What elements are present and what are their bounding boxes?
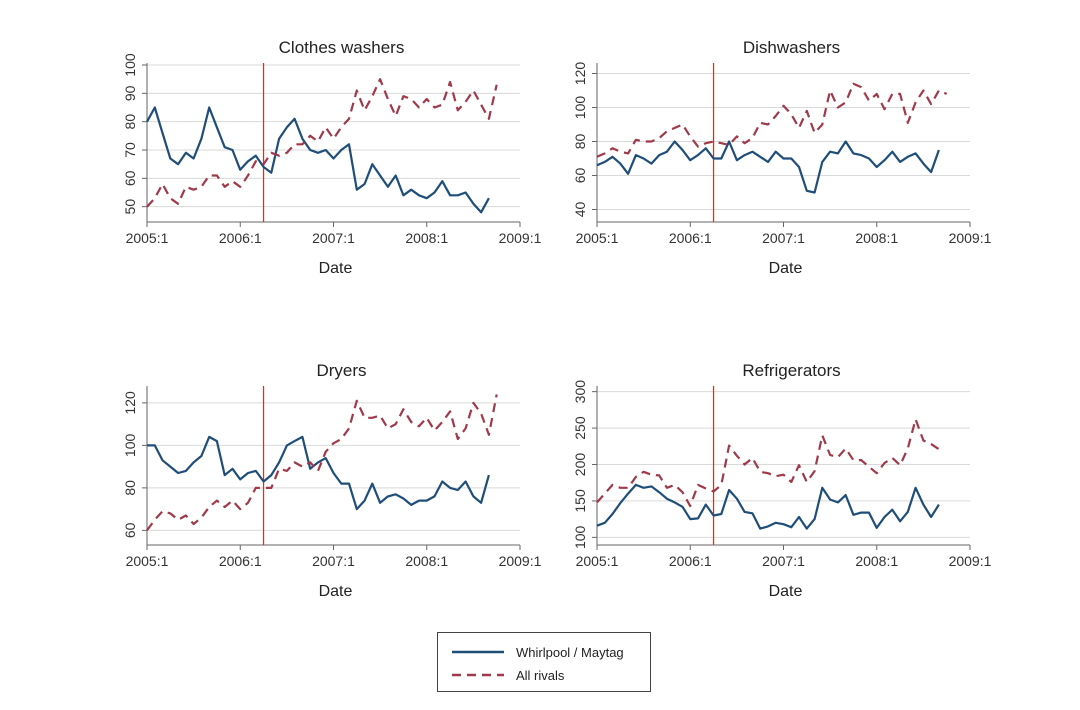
chart-title: Clothes washers: [279, 38, 405, 57]
x-tick-label: 2006:1: [669, 553, 712, 569]
x-axis-title: Date: [769, 260, 803, 277]
x-tick-label: 2006:1: [669, 230, 712, 246]
y-tick-label: 100: [572, 96, 588, 120]
x-tick-label: 2008:1: [855, 230, 898, 246]
y-tick-label: 60: [122, 522, 138, 538]
legend-swatch-dashed: [452, 673, 504, 677]
x-tick-label: 2009:1: [499, 230, 542, 246]
x-tick-label: 2006:1: [219, 230, 262, 246]
y-tick-label: 50: [122, 199, 138, 215]
x-tick-label: 2005:1: [126, 230, 169, 246]
series-line-all-rivals: [596, 82, 948, 158]
x-tick-label: 2007:1: [312, 230, 355, 246]
series-line-whirlpool-maytag: [147, 435, 490, 511]
x-tick-label: 2008:1: [405, 230, 448, 246]
x-tick-label: 2008:1: [855, 553, 898, 569]
y-tick-label: 80: [122, 480, 138, 496]
x-tick-label: 2008:1: [405, 553, 448, 569]
x-axis-title: Date: [769, 583, 803, 600]
y-tick-label: 100: [122, 433, 138, 457]
chart-clothes-washers: Clothes washers 50 60 70 80 90 100 2005:1 2006:1…: [122, 38, 542, 277]
chart-dishwashers: Dishwashers 40 60 80 100 120 2005:1 2006:1 2007:…: [572, 38, 992, 277]
y-tick-label: 90: [122, 85, 138, 101]
chart-title: Dryers: [316, 361, 366, 380]
y-tick-label: 120: [122, 391, 138, 415]
legend-item-rivals: All rivals: [450, 665, 564, 685]
y-tick-label: 60: [122, 170, 138, 186]
legend-item-whirlpool: Whirlpool / Maytag: [450, 642, 624, 662]
y-tick-label: 200: [572, 453, 588, 477]
series-line-whirlpool-maytag: [596, 483, 940, 530]
series-line-all-rivals: [146, 394, 498, 532]
chart-panel-clothes-washers: Clothes washers 50 60 70 80 90 100 2005:1 2006:1…: [80, 35, 550, 315]
y-tick-label: 100: [572, 525, 588, 549]
legend-label-rivals: All rivals: [516, 667, 565, 683]
chart-title: Dishwashers: [743, 38, 840, 57]
y-tick-label: 80: [572, 134, 588, 150]
y-tick-label: 80: [122, 114, 138, 130]
chart-refrigerators: Refrigerators 100 150 200 250 300 2005:1 2006:1…: [572, 361, 992, 600]
y-tick-label: 150: [572, 489, 588, 513]
x-axis-title: Date: [319, 583, 353, 600]
x-tick-label: 2005:1: [576, 553, 619, 569]
series-line-whirlpool-maytag: [596, 140, 940, 194]
series-line-all-rivals: [146, 78, 498, 208]
y-tick-label: 250: [572, 416, 588, 440]
chart-panel-refrigerators: Refrigerators 100 150 200 250 300 2005:1 2006:1…: [530, 358, 1000, 638]
y-tick-label: 70: [122, 142, 138, 158]
chart-title: Refrigerators: [742, 361, 840, 380]
chart-panel-dishwashers: Dishwashers 40 60 80 100 120 2005:1 2006:1 2007:…: [530, 35, 1000, 315]
legend-swatch-solid: [452, 650, 504, 654]
series-line-all-rivals: [596, 418, 940, 508]
y-tick-label: 120: [572, 62, 588, 86]
x-tick-label: 2005:1: [576, 230, 619, 246]
legend-label-whirlpool: Whirlpool / Maytag: [516, 644, 624, 660]
y-tick-label: 40: [572, 202, 588, 218]
x-tick-label: 2009:1: [499, 553, 542, 569]
x-tick-label: 2007:1: [762, 553, 805, 569]
x-tick-label: 2009:1: [949, 230, 992, 246]
y-tick-label: 300: [572, 380, 588, 404]
x-tick-label: 2007:1: [762, 230, 805, 246]
series-line-whirlpool-maytag: [146, 106, 490, 214]
chart-dryers: Dryers 60 80 100 120 2005:1 2006:1 2007:1 2008:1…: [122, 361, 542, 600]
x-axis-title: Date: [319, 260, 353, 277]
legend: Whirlpool / Maytag All rivals: [437, 632, 651, 692]
x-tick-label: 2007:1: [312, 553, 355, 569]
chart-panel-dryers: Dryers 60 80 100 120 2005:1 2006:1 2007:1 2008:1…: [80, 358, 550, 638]
x-tick-label: 2005:1: [126, 553, 169, 569]
y-tick-label: 100: [122, 53, 138, 77]
x-tick-label: 2006:1: [219, 553, 262, 569]
x-tick-label: 2009:1: [949, 553, 992, 569]
y-tick-label: 60: [572, 168, 588, 184]
